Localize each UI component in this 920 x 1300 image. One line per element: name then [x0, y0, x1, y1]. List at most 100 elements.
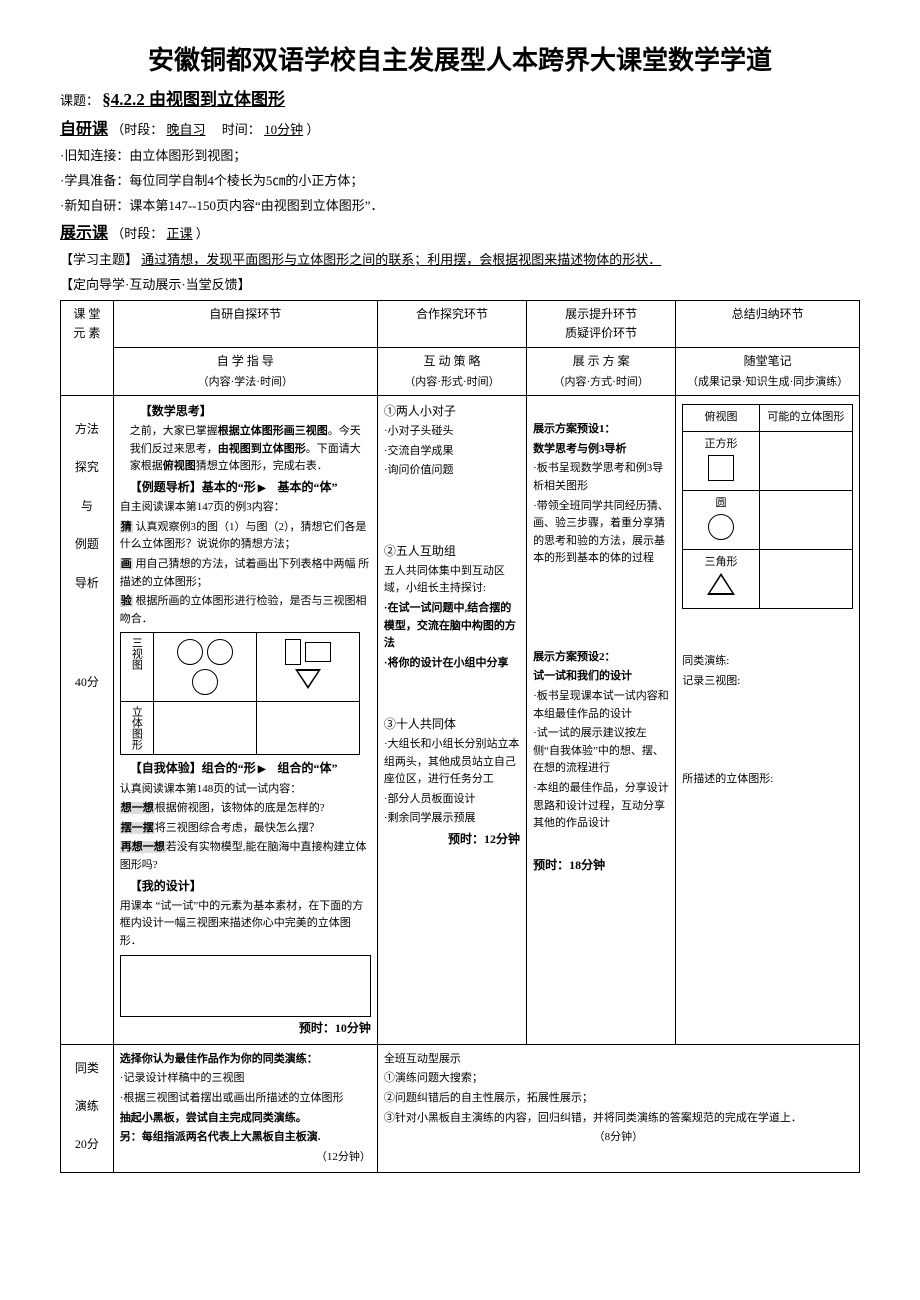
hdr-elements: 课 堂 元 素 [61, 300, 114, 395]
guess-line: 猜 认真观察例3的图（1）与图（2），猜想它们各是什么立体图形？说说你的猜想方法… [120, 519, 371, 554]
g3-title: ③十人共同体 [384, 715, 520, 734]
p1-a: ·板书呈现数学思考和例3导析相关图形 [533, 460, 669, 495]
showclass-row: 展示课 （时段： 正课 ） [60, 221, 860, 247]
r2c1-time: （12分钟） [120, 1149, 371, 1167]
self-body1: 认真阅读课本第148页的试一试内容： [120, 781, 371, 799]
r2c2-b: ①演练问题大搜索； [384, 1070, 853, 1088]
topview-table: 俯视图 可能的立体图形 正方形 圆 三角形 [682, 404, 853, 609]
sc-close: ） [196, 226, 209, 241]
sk-text: 之前，大家已掌握根据立体图形画三视图。今天我们反过来思考，由视图到立体图形。下面… [120, 423, 371, 476]
topic: §4.2.2 由视图到立体图形 [102, 90, 285, 109]
tv-r1-ans [759, 431, 852, 490]
left-label-2: 同类 演练 20分 [61, 1044, 114, 1173]
g1-a: ·小对子头碰头 [384, 423, 520, 441]
tv-r3-ans [759, 549, 852, 608]
col3-cell: ①两人小对子 ·小对子头碰头 ·交流自学成果 ·询问价值问题 ②五人互助组 五人… [377, 396, 526, 1045]
topic-row: 课题： §4.2.2 由视图到立体图形 [60, 86, 860, 113]
g2-body: 五人共同体集中到互动区域，小组长主持探讨: [384, 563, 520, 598]
g3-a: ·大组长和小组长分别站立本组两头，其他成员站立自己座位区，进行任务分工 [384, 736, 520, 789]
ss-period: 晚自习 [167, 122, 206, 137]
p2-c: ·本组的最佳作品，分享设计思路和设计过程，互动分享其他的作品设计 [533, 780, 669, 833]
r2c1-e: 另：每组指派两名代表上大黑板自主板演. [120, 1129, 371, 1147]
col4-cell: 展示方案预设1： 数学思考与例3导析 ·板书呈现数学思考和例3导析相关图形 ·带… [527, 396, 676, 1045]
g2-title: ②五人互助组 [384, 542, 520, 561]
think-line: 想一想根据俯视图，该物体的底是怎样的? [120, 800, 371, 818]
design-box [120, 955, 371, 1017]
tv-r1-label: 正方形 [683, 431, 759, 490]
col2-time: 预时：10分钟 [120, 1019, 371, 1038]
hdr-notes: 随堂笔记（成果记录·知识生成·同步演练） [676, 348, 860, 396]
hdr-coop: 合作探究环节 [377, 300, 526, 347]
showclass-heading: 展示课 [60, 225, 108, 242]
hdr-summary: 总结归纳环节 [676, 300, 860, 347]
rethink-line: 再想一想若没有实物模型,能在脑海中直接构建立体图形吗? [120, 839, 371, 874]
r2c1-c: ·根据三视图试着摆出或画出所描述的立体图形 [120, 1090, 371, 1108]
tv-r2-label: 圆 [683, 490, 759, 549]
th-solid: 立体图形 [120, 702, 153, 755]
cell-empty2 [256, 702, 359, 755]
g1-title: ①两人小对子 [384, 402, 520, 421]
sc-open: （时段： [111, 226, 163, 241]
left-label-1: 方法 探究 与 例题 导析 40分 [61, 396, 114, 1045]
prep: ·学具准备：每位同学自制4个棱长为5㎝的小正方体； [60, 171, 860, 192]
sc-period: 正课 [167, 226, 193, 241]
sk-title: 【数学思考】 [140, 402, 371, 421]
peer-label: 同类演练: [682, 653, 853, 671]
g3-b: ·部分人员板面设计 [384, 791, 520, 809]
col3-time: 预时：12分钟 [384, 830, 520, 849]
p1-title: 展示方案预设1： [533, 421, 669, 439]
learn-theme-label: 【学习主题】 [60, 252, 138, 267]
tv-h1: 俯视图 [683, 405, 759, 432]
col5-cell: 俯视图 可能的立体图形 正方形 圆 三角形 [676, 396, 860, 1045]
design-body: 用课本 “试一试”中的元素为基本素材，在下面的方框内设计一幅三视图来描述你心中完… [120, 898, 371, 951]
ex-body: 自主阅读课本第147页的例3内容： [120, 499, 371, 517]
ss-open: （时段： [111, 122, 163, 137]
hdr-guide: 自 学 指 导（内容·学法·时间） [113, 348, 377, 396]
p2-sub: 试一试和我们的设计 [533, 668, 669, 686]
p2-title: 展示方案预设2： [533, 649, 669, 667]
g2-b1: ·在试一试问题中,结合摆的模型，交流在脑中构图的方法 [384, 600, 520, 653]
cell-empty1 [153, 702, 256, 755]
r2c1-a: 选择你认为最佳作品作为你的同类演练： [120, 1051, 371, 1069]
page-title: 安徽铜都双语学校自主发展型人本跨界大课堂数学学道 [60, 40, 860, 82]
hdr-self: 自研自探环节 [113, 300, 377, 347]
tv-r3-label: 三角形 [683, 549, 759, 608]
col4-time: 预时：18分钟 [533, 856, 669, 875]
p1-sub: 数学思考与例3导析 [533, 441, 669, 459]
r2c2-d: ③针对小黑板自主演练的内容，回归纠错，并将同类演练的答案规范的完成在学道上． [384, 1110, 853, 1128]
ss-time-label: 时间： [222, 122, 261, 137]
ss-time: 10分钟 [264, 122, 303, 137]
ex-title: 【例题导析】基本的“形 基本的“体” [120, 478, 371, 497]
p1-b: ·带领全班同学共同经历猜、画、验三步骤，着重分享猜的思考和验的方法，展示基本的形… [533, 498, 669, 568]
th-3view: 三视图 [120, 633, 153, 702]
hdr-show: 展示提升环节质疑评价环节 [527, 300, 676, 347]
r2c2-time: （8分钟） [384, 1129, 853, 1147]
self-study-row: 自研课 （时段： 晚自习 时间： 10分钟 ） [60, 117, 860, 143]
col2-cell: 【数学思考】 之前，大家已掌握根据立体图形画三视图。今天我们反过来思考，由视图到… [113, 396, 377, 1045]
draw-line: 画 用自己猜想的方法，试着画出下列表格中两幅 所描述的立体图形； [120, 556, 371, 591]
check-line: 验 根据所画的立体图形进行检验，是否与三视图相吻合． [120, 593, 371, 628]
hdr-plan: 展 示 方 案（内容·方式·时间） [527, 348, 676, 396]
learn-theme-row: 【学习主题】 通过猜想，发现平面图形与立体图形之间的联系；利用摆，会根据视图来描… [60, 250, 860, 271]
self-study-heading: 自研课 [60, 121, 108, 138]
describe-label: 所描述的立体图形: [682, 771, 853, 789]
self-title: 【自我体验】组合的“形 组合的“体” [120, 759, 371, 778]
g3-c: ·剩余同学展示预展 [384, 810, 520, 828]
cell-rects [256, 633, 359, 702]
put-line: 摆一摆将三视图综合考虑，最快怎么摆？ [120, 820, 371, 838]
main-table: 课 堂 元 素 自研自探环节 合作探究环节 展示提升环节质疑评价环节 总结归纳环… [60, 300, 860, 1173]
g1-b: ·交流自学成果 [384, 443, 520, 461]
p2-b: ·试一试的展示建议按左侧“自我体验”中的想、摆、在想的流程进行 [533, 725, 669, 778]
learn-theme: 通过猜想，发现平面图形与立体图形之间的联系；利用摆，会根据视图来描述物体的形状． [141, 252, 661, 267]
shapes-table: 三视图 立体图形 [120, 632, 360, 755]
r2c1-b: ·记录设计样稿中的三视图 [120, 1070, 371, 1088]
tv-h2: 可能的立体图形 [759, 405, 852, 432]
r2c2-c: ②问题纠错后的自主性展示，拓展性展示； [384, 1090, 853, 1108]
p2-a: ·板书呈现课本试一试内容和本组最佳作品的设计 [533, 688, 669, 723]
design-title: 【我的设计】 [120, 877, 371, 896]
cell-circles [153, 633, 256, 702]
r2-c1: 选择你认为最佳作品作为你的同类演练： ·记录设计样稿中的三视图 ·根据三视图试着… [113, 1044, 377, 1173]
g1-c: ·询问价值问题 [384, 462, 520, 480]
new-study: ·新知自研：课本第147--150页内容“由视图到立体图形”． [60, 196, 860, 217]
r2c1-d: 抽起小黑板，尝试自主完成同类演练。 [120, 1110, 371, 1128]
